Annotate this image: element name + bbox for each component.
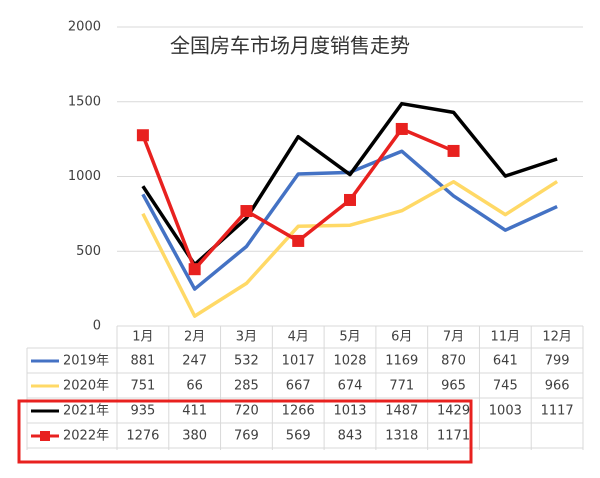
legend-label: 2021年 <box>63 404 109 419</box>
table-value: 285 <box>234 379 259 394</box>
table-value: 1169 <box>385 354 418 369</box>
y-tick-label: 1500 <box>68 94 101 109</box>
table-value: 1487 <box>385 404 418 419</box>
table-value: 66 <box>186 379 203 394</box>
x-tick-label: 11月 <box>491 330 521 345</box>
point-marker <box>136 129 149 142</box>
table-value: 966 <box>545 379 570 394</box>
table-value: 769 <box>234 429 259 444</box>
x-tick-label: 12月 <box>542 330 572 345</box>
table-value: 1276 <box>126 429 159 444</box>
x-tick-label: 3月 <box>236 330 257 345</box>
table-value: 1017 <box>282 354 315 369</box>
table-value: 1429 <box>437 404 470 419</box>
table-value: 1171 <box>437 429 470 444</box>
chart-title: 全国房车市场月度销售走势 <box>170 34 410 58</box>
series-line <box>141 179 559 318</box>
table-value: 751 <box>130 379 155 394</box>
point-marker <box>188 263 201 276</box>
point-marker <box>240 205 253 218</box>
table-value: 965 <box>441 379 466 394</box>
x-tick-label: 6月 <box>391 330 412 345</box>
table-value: 569 <box>286 429 311 444</box>
table-value: 771 <box>389 379 414 394</box>
table-value: 380 <box>182 429 207 444</box>
table-value: 799 <box>545 354 570 369</box>
x-tick-label: 7月 <box>443 330 464 345</box>
table-value: 1003 <box>489 404 522 419</box>
point-marker <box>292 234 305 247</box>
table-value: 667 <box>286 379 311 394</box>
table-value: 532 <box>234 354 259 369</box>
table-value: 843 <box>338 429 363 444</box>
x-tick-label: 1月 <box>132 330 153 345</box>
table-value: 1266 <box>282 404 315 419</box>
table-value: 1117 <box>541 404 574 419</box>
table-value: 641 <box>493 354 518 369</box>
table-value: 247 <box>182 354 207 369</box>
point-marker <box>447 144 460 157</box>
y-tick-label: 1000 <box>68 169 101 184</box>
table-value: 720 <box>234 404 259 419</box>
table-value: 1028 <box>333 354 366 369</box>
table-value: 674 <box>338 379 363 394</box>
table-value: 870 <box>441 354 466 369</box>
table-value: 935 <box>130 404 155 419</box>
table-value: 745 <box>493 379 518 394</box>
y-tick-label: 500 <box>76 244 101 259</box>
y-tick-label: 0 <box>93 319 101 334</box>
table-value: 881 <box>130 354 155 369</box>
table-value: 411 <box>182 404 207 419</box>
x-tick-label: 4月 <box>288 330 309 345</box>
x-tick-label: 2月 <box>184 330 205 345</box>
table-value: 1013 <box>333 404 366 419</box>
x-tick-label: 5月 <box>339 330 360 345</box>
highlight-box <box>17 399 473 464</box>
legend-label: 2022年 <box>63 429 109 444</box>
point-marker <box>395 122 408 135</box>
legend-label: 2019年 <box>63 354 109 369</box>
y-tick-label: 2000 <box>68 20 101 35</box>
table-value: 1318 <box>385 429 418 444</box>
legend-key <box>40 431 50 441</box>
legend-label: 2020年 <box>63 379 109 394</box>
point-marker <box>344 193 356 206</box>
